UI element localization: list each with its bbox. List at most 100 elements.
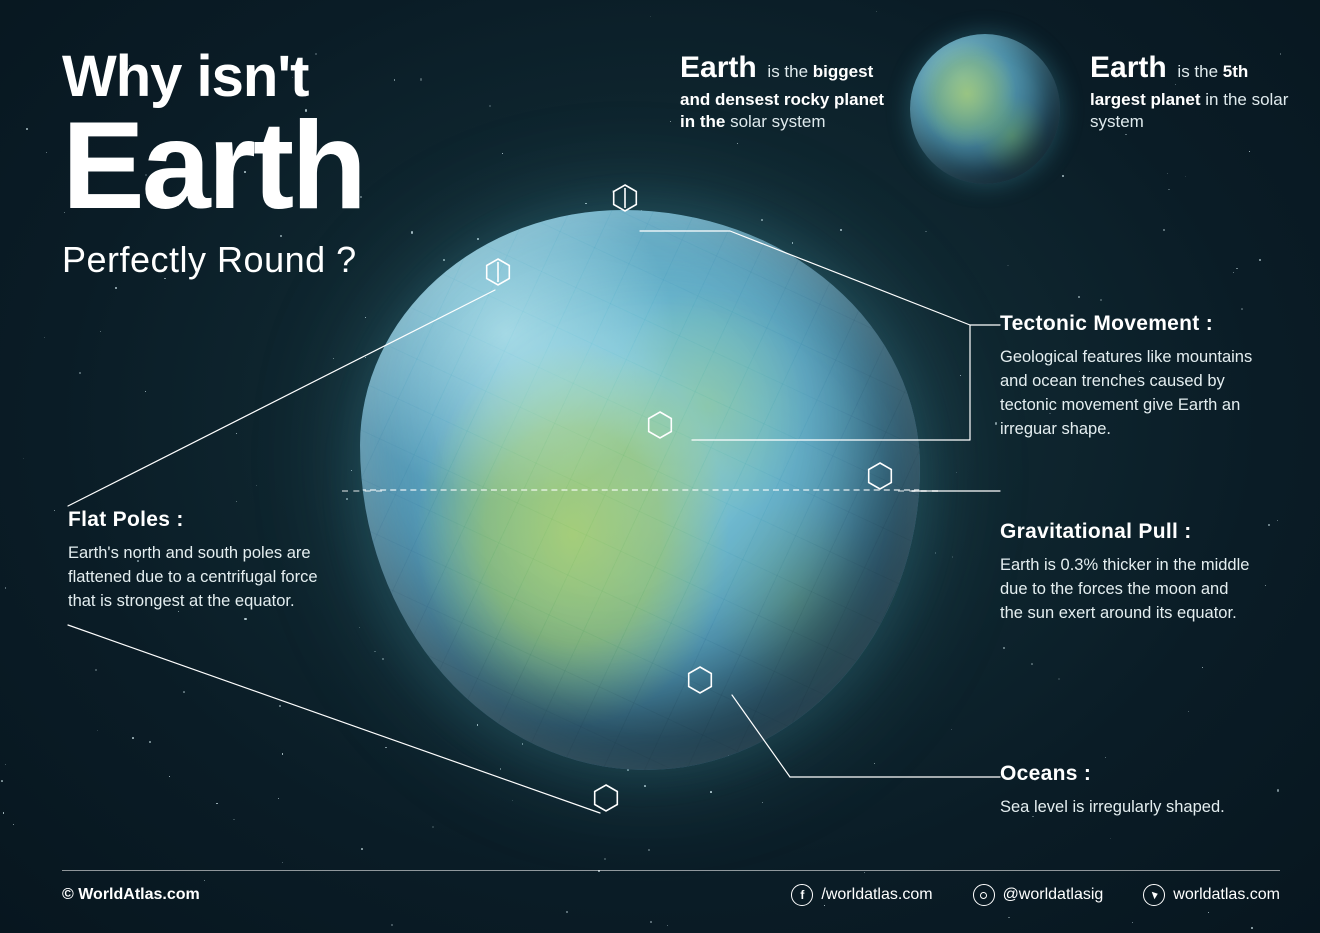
footer-social-facebook: f /worldatlas.com: [791, 884, 932, 906]
star-icon: [5, 587, 7, 589]
star-icon: [1202, 667, 1203, 668]
star-icon: [244, 618, 246, 620]
instagram-icon: [973, 884, 995, 906]
star-icon: [46, 152, 47, 153]
footer-handle: /worldatlas.com: [821, 886, 932, 904]
star-icon: [1100, 299, 1102, 301]
star-icon: [79, 372, 81, 374]
star-icon: [1268, 524, 1270, 526]
earth-thumbnail-icon: [910, 34, 1060, 184]
fact-biggest-densest: Earth is the biggest and densest rocky p…: [680, 48, 890, 134]
star-icon: [1008, 917, 1010, 919]
fact-big-word: Earth: [1090, 51, 1167, 84]
star-icon: [216, 803, 217, 804]
equator-line-ext-right: [898, 490, 938, 492]
star-icon: [995, 422, 997, 424]
star-icon: [1241, 308, 1243, 310]
star-icon: [1251, 927, 1253, 929]
footer-copyright: © WorldAtlas.com: [62, 886, 200, 904]
star-icon: [566, 911, 568, 913]
star-icon: [95, 669, 97, 671]
star-icon: [1277, 789, 1279, 791]
star-icon: [54, 510, 56, 512]
star-icon: [1167, 173, 1168, 174]
footer: © WorldAtlas.com f /worldatlas.com @worl…: [62, 884, 1280, 906]
footer-handle: worldatlas.com: [1173, 886, 1280, 904]
star-icon: [512, 800, 513, 801]
equator-line-ext-left: [342, 490, 382, 492]
star-icon: [1188, 711, 1189, 712]
callout-gravitational: Gravitational Pull : Earth is 0.3% thick…: [1000, 520, 1255, 626]
star-icon: [1062, 175, 1063, 176]
fact-big-word: Earth: [680, 51, 757, 84]
callout-oceans: Oceans : Sea level is irregularly shaped…: [1000, 762, 1255, 820]
main-title: Why isn't Earth Perfectly Round ?: [62, 48, 364, 278]
star-icon: [1185, 176, 1186, 177]
star-icon: [1078, 296, 1080, 298]
star-icon: [876, 11, 877, 12]
star-icon: [1208, 912, 1209, 913]
star-icon: [391, 924, 393, 926]
star-icon: [667, 925, 668, 926]
star-icon: [1259, 259, 1261, 261]
facebook-icon: f: [791, 884, 813, 906]
callout-tectonic: Tectonic Movement : Geological features …: [1000, 312, 1255, 442]
star-icon: [13, 824, 14, 825]
star-icon: [23, 458, 24, 459]
star-icon: [145, 391, 147, 393]
star-icon: [489, 105, 491, 107]
star-icon: [864, 872, 865, 873]
callout-body: Geological features like mountains and o…: [1000, 346, 1255, 442]
star-icon: [925, 231, 927, 233]
star-icon: [394, 79, 396, 81]
star-icon: [432, 826, 434, 828]
callout-title: Flat Poles :: [68, 508, 323, 532]
star-icon: [183, 691, 185, 693]
star-icon: [279, 705, 281, 707]
earth-lumpy-globe: [360, 210, 920, 770]
star-icon: [1236, 268, 1238, 270]
equator-line: [360, 489, 920, 491]
star-icon: [1132, 922, 1133, 923]
star-icon: [97, 730, 98, 731]
star-icon: [650, 16, 651, 17]
star-icon: [236, 433, 237, 434]
star-icon: [604, 858, 606, 860]
star-icon: [333, 358, 334, 359]
callout-title: Tectonic Movement :: [1000, 312, 1255, 336]
star-icon: [960, 375, 961, 376]
star-icon: [502, 153, 503, 154]
callout-body: Earth's north and south poles are flatte…: [68, 542, 323, 614]
footer-social-website: worldatlas.com: [1143, 884, 1280, 906]
star-icon: [361, 848, 363, 850]
star-icon: [1, 780, 3, 782]
star-icon: [204, 880, 205, 881]
star-icon: [26, 128, 28, 130]
star-icon: [169, 776, 170, 777]
star-icon: [762, 802, 763, 803]
callout-title: Gravitational Pull :: [1000, 520, 1255, 544]
cursor-icon: [1143, 884, 1165, 906]
star-icon: [44, 337, 45, 338]
star-icon: [1249, 151, 1250, 152]
star-icon: [1058, 678, 1060, 680]
title-line-2: Earth: [62, 104, 364, 228]
footer-social-instagram: @worldatlasig: [973, 884, 1104, 906]
star-icon: [650, 921, 652, 923]
star-icon: [1233, 272, 1234, 273]
star-icon: [3, 812, 5, 814]
star-icon: [1031, 663, 1033, 665]
star-icon: [737, 143, 738, 144]
star-icon: [1110, 838, 1111, 839]
star-icon: [282, 753, 283, 754]
star-icon: [1168, 189, 1170, 191]
star-icon: [648, 849, 650, 851]
star-icon: [282, 862, 283, 863]
star-icon: [1105, 757, 1106, 758]
callout-title: Oceans :: [1000, 762, 1255, 786]
earth-illustration: [360, 210, 920, 770]
star-icon: [115, 287, 117, 289]
star-icon: [100, 331, 101, 332]
star-icon: [256, 485, 257, 486]
star-icon: [1265, 585, 1266, 586]
